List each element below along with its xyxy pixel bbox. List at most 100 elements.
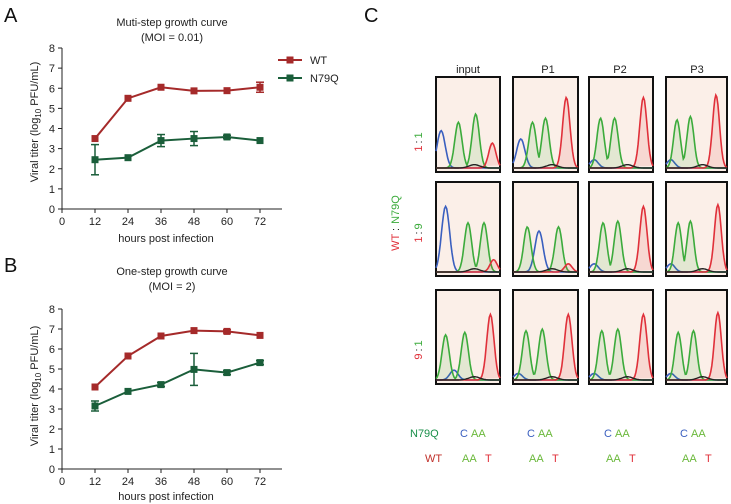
seq-n79q-base-c-p1: C: [527, 428, 535, 440]
chromatogram-cell-r2-p2-trace-black: [589, 267, 653, 273]
chart-b-x-tick-label: 36: [155, 476, 167, 488]
chart-a-series-n79q-point: [190, 135, 198, 143]
legend-wt-marker: [286, 56, 294, 64]
chart-a-x-tick-label: 72: [254, 216, 266, 228]
seq-n79q-base-c-input: C: [460, 428, 468, 440]
chromatogram-cell-r3-input-trace-black: [436, 375, 500, 381]
seq-n79q-base-aa-p3: AA: [691, 428, 706, 440]
seq-row-n79q: C AA C AA C AA C AA: [460, 428, 706, 440]
chart-b-x-tick-label: 60: [221, 476, 233, 488]
chart-b-series-wt-point: [157, 332, 165, 340]
chart-b-ylabel-prefix: Viral titer (log: [29, 382, 41, 447]
chromatogram-cell-r2-p2: [588, 181, 654, 277]
chromatogram-panel: input P1 P2 P3 1:1 1:9 9:1 WT:N79Q N79Q …: [390, 64, 728, 465]
column-label-p1: P1: [541, 64, 554, 76]
chart-a-x-tick-label: 24: [122, 216, 134, 228]
seq-n79q-base-c-p3: C: [680, 428, 688, 440]
chart-a-series-wt-point: [91, 135, 99, 143]
chart-b-y-tick-label: 4: [49, 384, 55, 396]
chart-a-x-tick-label: 60: [221, 216, 233, 228]
column-label-p2: P2: [613, 64, 626, 76]
row-ratio-1: 1: 1: [413, 132, 425, 151]
chart-a-x-tick-label: 36: [155, 216, 167, 228]
chart-b-series-wt-point: [256, 331, 264, 339]
column-label-input: input: [456, 64, 480, 76]
chromatogram-cell-r2-p3-trace-black: [666, 267, 727, 273]
column-label-p3: P3: [690, 64, 703, 76]
chart-b-series-wt-point: [223, 327, 231, 335]
chart-b-title: One-step growth curve: [116, 266, 227, 278]
chart-b-y-tick-label: 3: [49, 404, 55, 416]
chart-b-series-n79q-line: [94, 361, 261, 407]
chart-b-ylabel-suffix: PFU/mL): [29, 326, 41, 373]
chart-b-x-tick-label: 24: [122, 476, 134, 488]
legend-n79q-marker: [286, 74, 294, 82]
seq-wt-base-t-p3: T: [705, 453, 712, 465]
chart-b-y-tick-label: 1: [49, 444, 55, 456]
chart-a-y-tick-label: 4: [49, 124, 55, 136]
chart-a-title: Muti-step growth curve: [116, 17, 227, 29]
ratio-axis-n79q: N79Q: [390, 195, 402, 224]
chart-a-series-wt-point: [157, 83, 165, 91]
chart-a-series-n79q-point: [256, 137, 264, 145]
chart-a-subtitle: (MOI = 0.01): [141, 32, 203, 44]
chart-a-x-tick-label: 12: [89, 216, 101, 228]
chart-b-y-tick-label: 6: [49, 344, 55, 356]
chart-one-step: One-step growth curve (MOI = 2) Viral ti…: [29, 266, 282, 503]
chart-a-series-n79q-line: [94, 135, 261, 161]
ratio-axis-sep: :: [390, 228, 402, 231]
chromatogram-cell-r2-input-trace-black: [436, 267, 500, 273]
chart-a-legend: WT N79Q: [278, 55, 339, 85]
row3-right: 1: [413, 340, 425, 346]
chart-b-series-n79q-point: [256, 359, 264, 367]
chromatogram-cell-r1-p1: [512, 76, 579, 173]
chart-b-series-wt-point: [190, 327, 198, 335]
chart-b-series-n79q-point: [91, 402, 99, 410]
row2-sep: :: [413, 231, 425, 234]
chart-b-x-tick-label: 48: [188, 476, 200, 488]
row2-right: 9: [413, 223, 425, 229]
chart-b-series-wt-point: [91, 383, 99, 391]
row-ratio-2: 1: 9: [413, 223, 425, 242]
seq-n79q-base-aa-p1: AA: [538, 428, 553, 440]
chart-a-ylabel: Viral titer (log10 PFU/mL): [29, 62, 43, 183]
seq-wt-base-t-p1: T: [552, 453, 559, 465]
chart-a-y-tick-label: 6: [49, 83, 55, 95]
panel-letter-b: B: [4, 255, 17, 277]
panel-letter-c: C: [364, 5, 378, 27]
chart-a-y-tick-label: 1: [49, 184, 55, 196]
seq-row-wt: AA T AA T AA T AA T: [462, 453, 712, 465]
chart-b-x-tick-label: 12: [89, 476, 101, 488]
chart-a-y-tick-label: 7: [49, 63, 55, 75]
chromatogram-cell-r3-p2-trace-black: [589, 375, 653, 381]
chart-b-y-tick-label: 8: [49, 304, 55, 316]
seq-n79q-base-aa-input: AA: [471, 428, 486, 440]
seq-wt-base-aa-p3: AA: [682, 453, 697, 465]
chart-b-series-wt-line: [94, 329, 261, 388]
chart-b-series-n79q-point: [157, 381, 165, 389]
seq-wt-base-aa-input: AA: [462, 453, 477, 465]
ratio-axis-label: WT: N79Q: [390, 195, 402, 251]
chart-a-series-wt-point: [256, 83, 264, 91]
chart-b-xlabel: hours post infection: [118, 491, 213, 503]
chromatogram-cell-r1-p2-trace-black: [589, 164, 653, 169]
row1-right: 1: [413, 132, 425, 138]
chart-b-ylabel-sub: 10: [34, 372, 43, 381]
chromatogram-cell-r3-p1-trace-black: [513, 375, 578, 381]
chart-a-series-n79q-point: [157, 137, 165, 145]
chart-b-series-wt-point: [124, 352, 132, 360]
chart-a-x-tick-label: 0: [59, 216, 65, 228]
row1-left: 1: [413, 146, 425, 152]
seq-n79q-base-c-p2: C: [604, 428, 612, 440]
chart-a-ylabel-sub: 10: [34, 108, 43, 117]
chart-a-series-wt-point: [124, 94, 132, 102]
chart-a-series-wt-point: [223, 87, 231, 95]
chart-a-y-tick-label: 0: [49, 204, 55, 216]
chromatogram-cell-r3-p3-trace-black: [666, 375, 727, 381]
chart-a-xlabel: hours post infection: [118, 233, 213, 245]
chromatogram-cell-r3-p1: [512, 289, 579, 385]
chart-a-series-n79q-point: [124, 154, 132, 162]
chart-a-y-tick-label: 8: [49, 43, 55, 55]
chart-a-ylabel-suffix: PFU/mL): [29, 62, 41, 109]
